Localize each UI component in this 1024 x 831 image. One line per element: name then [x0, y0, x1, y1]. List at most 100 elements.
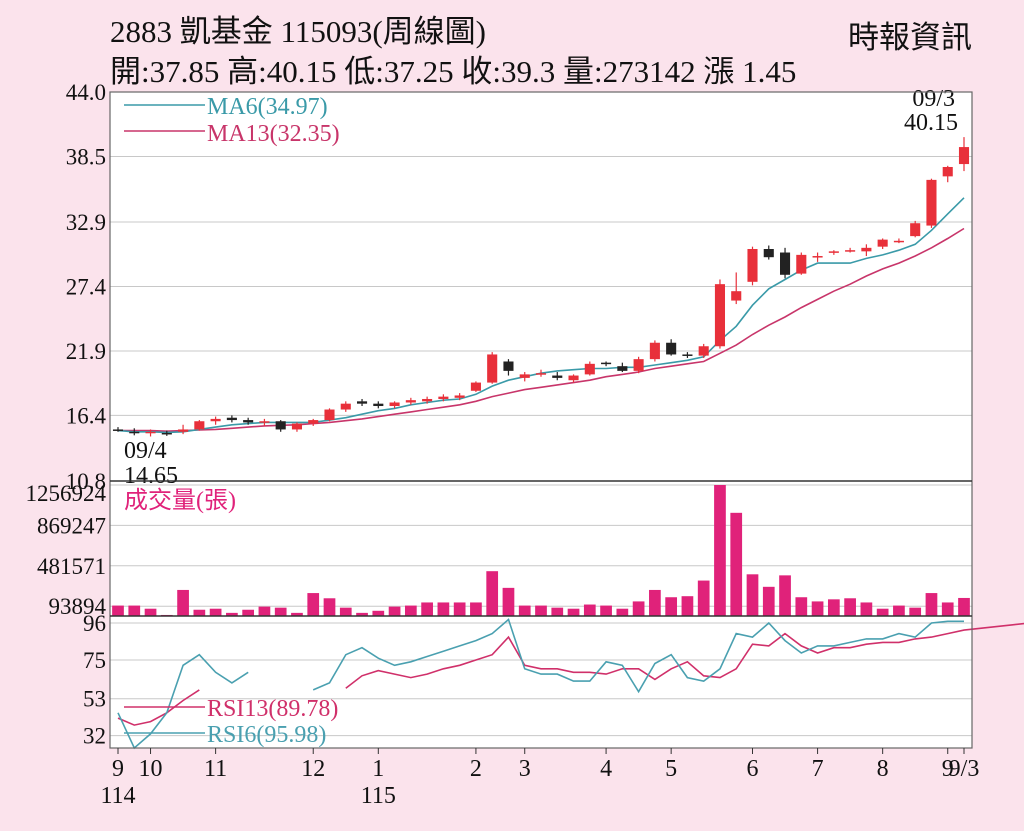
rsi13-line [117, 622, 1024, 726]
ma13-legend-label: MA13(32.35) [207, 121, 340, 147]
volume-bar [226, 612, 238, 616]
rsi-tick-label: 75 [83, 648, 106, 673]
x-tick-label: 9 [112, 756, 124, 782]
ma6-legend-label: MA6(34.97) [207, 94, 328, 120]
volume-bar [746, 574, 759, 616]
rsi13-legend-label: RSI13(89.78) [207, 696, 338, 722]
volume-bar [177, 589, 189, 616]
volume-bar [600, 605, 612, 616]
volume-bar [128, 605, 141, 616]
candle-body [552, 375, 563, 378]
volume-tick-label: 869247 [37, 513, 106, 538]
candle-body [487, 354, 498, 383]
volume-bar [811, 601, 824, 616]
volume-bar [291, 612, 303, 616]
candle-body [112, 429, 124, 431]
x-tick-label: 12 [301, 756, 325, 782]
volume-bar [453, 602, 466, 616]
candle-body [145, 431, 156, 434]
volume-bar [893, 605, 905, 616]
candle-body [210, 418, 221, 422]
candle-body [763, 249, 774, 258]
x-tick-label: 9 [942, 756, 954, 782]
volume-bar [535, 605, 547, 616]
ma13-line [118, 227, 965, 433]
volume-bar [193, 609, 206, 616]
candle-body [747, 249, 758, 282]
x-year-label: 114 [100, 783, 135, 809]
candle-body [666, 342, 677, 355]
x-tick-label: 10 [139, 756, 163, 782]
candle-body [633, 359, 644, 371]
volume-bar [258, 606, 271, 616]
rsi-tick-label: 53 [83, 687, 106, 712]
candle-body [584, 363, 595, 375]
plot-frame [109, 91, 973, 749]
candle-body [503, 361, 514, 371]
candle-body [877, 239, 888, 247]
rsi-tick-label: 96 [83, 611, 106, 636]
candle-body [910, 223, 921, 237]
rsi6-line [117, 618, 964, 750]
volume-bar [404, 605, 417, 616]
candle-body [275, 421, 286, 430]
volume-bar [339, 607, 352, 616]
candle-body [958, 147, 970, 165]
x-tick-label: 1 [372, 756, 384, 782]
volume-bar [697, 580, 710, 616]
candle-body [568, 375, 579, 381]
price-tick-label: 10.8 [66, 469, 106, 494]
price-tick-label: 32.9 [66, 210, 106, 235]
volume-bar [242, 609, 255, 616]
rsi6-legend-label: RSI6(95.98) [207, 722, 326, 748]
x-year-label: 115 [361, 783, 396, 809]
candle-body [454, 395, 465, 398]
x-tick-label: 2 [470, 756, 482, 782]
x-tick-label: 8 [877, 756, 889, 782]
x-tick-label: 9/3 [949, 756, 980, 782]
price-tick-label: 38.5 [66, 144, 106, 169]
candle-body [861, 247, 872, 252]
candle-body [324, 409, 335, 421]
candle-body [828, 251, 839, 253]
volume-bar [323, 598, 336, 616]
volume-bar [860, 602, 873, 616]
candle-body [389, 402, 400, 407]
x-tick-label: 6 [747, 756, 759, 782]
candle-body [812, 256, 823, 258]
ohlc-summary: 開:37.85 高:40.15 低:37.25 收:39.3 量:273142 … [110, 54, 797, 89]
volume-bar [421, 602, 433, 616]
price-tick-label: 44.0 [66, 80, 106, 105]
volume-bar [730, 512, 743, 616]
volume-bar [144, 608, 157, 616]
candle-body [308, 420, 319, 424]
volume-bar [649, 589, 661, 616]
x-tick-label: 3 [519, 756, 531, 782]
high-value-label: 40.15 [904, 110, 958, 136]
candle-body [291, 423, 303, 430]
high-date-label: 09/3 [912, 86, 955, 112]
volume-tick-label: 93894 [49, 594, 107, 619]
x-tick-label: 11 [204, 756, 227, 782]
price-tick-label: 27.4 [66, 275, 107, 300]
volume-tick-label: 1256924 [26, 481, 107, 506]
volume-bar [616, 608, 629, 616]
volume-bar [307, 593, 320, 616]
candle-body [340, 403, 351, 410]
candle-body [714, 284, 726, 347]
volume-tick-label: 481571 [37, 554, 106, 579]
volume-bar [958, 597, 970, 616]
candle-body [649, 342, 660, 360]
volume-bar [714, 485, 726, 616]
candle-body [617, 366, 628, 371]
volume-bar [274, 607, 287, 616]
candle-body [194, 421, 205, 430]
volume-bar [795, 597, 808, 616]
volume-bar [551, 607, 564, 616]
candle-body [373, 403, 384, 407]
candle-body [779, 252, 791, 275]
x-tick-label: 5 [665, 756, 677, 782]
candle-body [243, 420, 254, 423]
candle-body [405, 400, 416, 403]
